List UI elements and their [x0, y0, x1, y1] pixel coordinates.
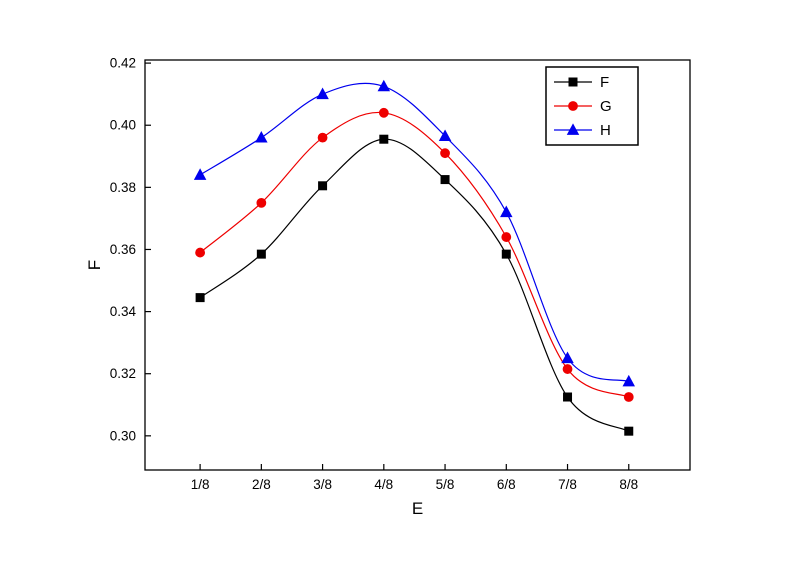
square-marker-icon [379, 134, 389, 144]
square-marker-icon [501, 249, 511, 259]
circle-marker-icon [440, 148, 450, 159]
series-G [195, 107, 634, 402]
x-tick-label: 3/8 [313, 477, 332, 492]
triangle-marker-icon [377, 79, 391, 92]
circle-marker-icon [501, 232, 512, 242]
series-G-line [199, 111, 630, 398]
x-axis-title: E [411, 499, 424, 518]
legend-entry-G: G [554, 98, 612, 115]
y-tick-label: 0.32 [110, 366, 136, 381]
legend-label: F [600, 74, 609, 91]
legend-entry-F: F [554, 74, 609, 91]
circle-marker-icon [623, 392, 634, 402]
y-tick-label: 0.42 [110, 56, 136, 71]
square-marker-icon [256, 249, 266, 259]
triangle-marker-icon [500, 205, 513, 218]
triangle-marker-icon [561, 351, 574, 364]
legend-label: G [600, 98, 612, 115]
x-axis-ticks: 1/8 2/8 3/8 4/8 5/8 6/8 7/8 8/8 [191, 464, 638, 492]
circle-marker-icon [256, 197, 267, 208]
x-tick-label: 7/8 [558, 477, 577, 492]
legend: FGH [545, 66, 639, 146]
triangle-marker-icon [316, 87, 329, 100]
square-marker-icon [440, 175, 450, 185]
square-marker-icon [563, 392, 573, 402]
triangle-marker-icon [622, 374, 636, 387]
circle-marker-icon [378, 107, 389, 118]
circle-marker-icon [195, 247, 206, 258]
y-axis-title: F [85, 259, 104, 271]
triangle-marker-icon [193, 168, 207, 180]
series-F-line [199, 138, 630, 432]
circle-marker-icon [568, 101, 578, 111]
triangle-marker-icon [438, 129, 452, 141]
y-tick-label: 0.30 [110, 428, 136, 443]
series-H [193, 79, 636, 387]
y-tick-label: 0.34 [110, 304, 137, 319]
y-tick-label: 0.36 [110, 242, 136, 257]
triangle-marker-icon [566, 123, 580, 135]
x-tick-label: 8/8 [619, 477, 638, 492]
legend-entry-H: H [554, 122, 611, 139]
x-tick-label: 5/8 [436, 477, 455, 492]
square-marker-icon [195, 293, 205, 303]
x-tick-label: 1/8 [191, 477, 210, 492]
square-marker-icon [318, 181, 328, 191]
square-marker-icon [624, 426, 634, 436]
y-tick-label: 0.40 [110, 118, 136, 133]
series-F [195, 134, 634, 436]
y-tick-label: 0.38 [110, 180, 136, 195]
circle-marker-icon [317, 132, 328, 143]
triangle-marker-icon [255, 130, 268, 143]
legend-label: H [600, 122, 611, 139]
x-tick-label: 6/8 [497, 477, 516, 492]
x-tick-label: 4/8 [374, 477, 393, 492]
square-marker-icon [568, 77, 578, 87]
axes-frame [144, 59, 691, 471]
series-H-line [199, 82, 630, 383]
circle-marker-icon [562, 364, 573, 374]
x-tick-label: 2/8 [252, 477, 271, 492]
y-axis-ticks: 0.30 0.32 0.34 0.36 0.38 0.40 0.42 [110, 56, 151, 443]
